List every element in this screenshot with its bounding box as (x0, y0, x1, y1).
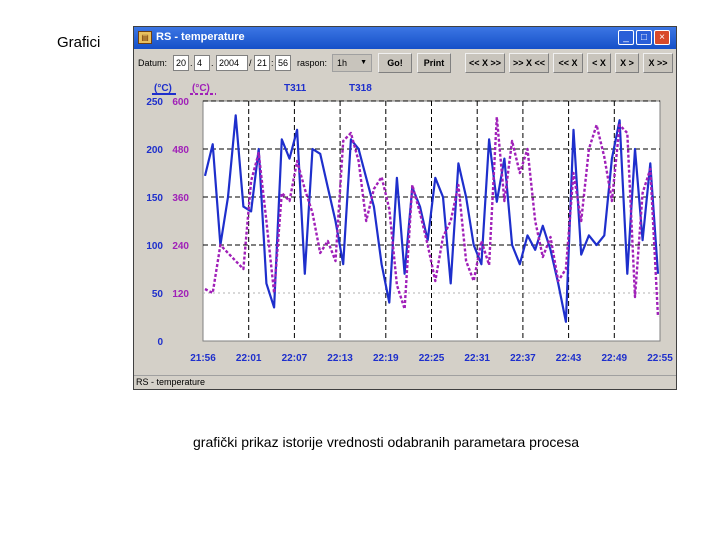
chevron-down-icon: ▼ (360, 59, 367, 66)
unit-header-right: (°C) (192, 83, 210, 94)
window-title-bar[interactable]: ▤ RS - temperature _ □ × (134, 27, 676, 49)
y-left-tick-label: 50 (152, 289, 164, 300)
nav-button-start[interactable]: << X (553, 53, 583, 73)
year-field[interactable]: 2004 (216, 55, 248, 71)
series-line-t311 (203, 114, 660, 323)
x-tick-label: 22:07 (282, 353, 308, 364)
y-right-tick-label: 120 (172, 289, 189, 300)
status-text: RS - temperature (136, 377, 206, 387)
minimize-button[interactable]: _ (618, 30, 634, 45)
range-label: raspon: (297, 58, 328, 68)
slide-caption: grafički prikaz istorije vrednosti odabr… (0, 434, 720, 450)
x-tick-label: 22:55 (647, 353, 673, 364)
x-tick-label: 22:43 (556, 353, 582, 364)
toolbar: Datum: 20 . 4 . 2004 / 21 : 56 raspon: 1… (134, 49, 676, 77)
window-title: RS - temperature (156, 31, 245, 43)
y-left-tick-label: 0 (157, 337, 163, 348)
date-separator: . (211, 58, 214, 68)
range-select[interactable]: 1h ▼ (332, 54, 372, 72)
range-value: 1h (337, 58, 348, 68)
status-bar: RS - temperature (134, 375, 676, 389)
x-tick-label: 22:13 (327, 353, 353, 364)
y-left-tick-label: 100 (146, 241, 163, 252)
date-separator: . (190, 58, 193, 68)
nav-button-next[interactable]: X > (615, 53, 639, 73)
y-right-tick-label: 600 (172, 97, 189, 108)
nav-button-end[interactable]: X >> (643, 53, 673, 73)
day-field[interactable]: 20 (173, 55, 189, 71)
x-tick-label: 22:25 (419, 353, 445, 364)
x-tick-label: 22:31 (464, 353, 490, 364)
legend-t318: T318 (349, 83, 372, 94)
y-left-tick-label: 200 (146, 145, 163, 156)
print-button[interactable]: Print (417, 53, 451, 73)
time-separator: : (271, 58, 274, 68)
series-line-t318 (204, 115, 660, 318)
series-group (203, 114, 660, 323)
grid (203, 100, 660, 341)
x-tick-label: 22:19 (373, 353, 399, 364)
temperature-chart: (°C) (°C) T311 T318 250 200 150 100 50 0 600 48… (134, 77, 676, 375)
y-left-tick-label: 150 (146, 193, 163, 204)
month-field[interactable]: 4 (194, 55, 210, 71)
time-separator: / (249, 58, 252, 68)
legend-t311: T311 (284, 83, 307, 94)
close-button[interactable]: × (654, 30, 670, 45)
caption-text: grafički prikaz istorije vrednosti odabr… (193, 434, 579, 450)
y-left-tick-label: 250 (146, 97, 163, 108)
x-tick-label: 21:56 (190, 353, 216, 364)
minute-field[interactable]: 56 (275, 55, 291, 71)
app-icon: ▤ (138, 31, 152, 44)
x-tick-label: 22:01 (236, 353, 262, 364)
axes: 250 200 150 100 50 0 600 480 360 240 120 21:56 22:01… (146, 97, 673, 364)
go-button[interactable]: Go! (378, 53, 412, 73)
unit-header-left: (°C) (154, 83, 172, 94)
nav-button-prev[interactable]: < X (587, 53, 611, 73)
x-tick-label: 22:37 (510, 353, 536, 364)
x-tick-label: 22:49 (602, 353, 628, 364)
nav-button-widen[interactable]: << X >> (465, 53, 505, 73)
y-right-tick-label: 480 (172, 145, 189, 156)
slide-title: Grafici (57, 34, 101, 51)
y-right-tick-label: 240 (172, 241, 189, 252)
date-label: Datum: (138, 58, 168, 68)
app-window: ▤ RS - temperature _ □ × Datum: 20 . 4 .… (133, 26, 677, 390)
y-right-tick-label: 360 (172, 193, 189, 204)
hour-field[interactable]: 21 (254, 55, 270, 71)
nav-button-narrow[interactable]: >> X << (509, 53, 549, 73)
maximize-button[interactable]: □ (636, 30, 652, 45)
